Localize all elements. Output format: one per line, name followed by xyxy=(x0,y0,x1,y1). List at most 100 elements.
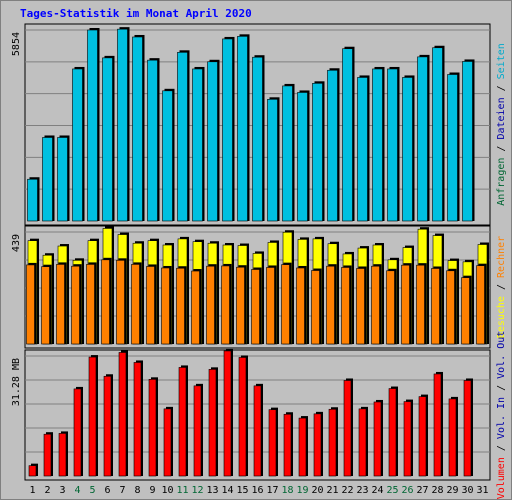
bar-requests-anfragen-8 xyxy=(132,36,143,222)
bar-visits-rechner-14 xyxy=(221,265,230,345)
bar-requests-anfragen-27 xyxy=(417,56,428,222)
bar-visits-rechner-8 xyxy=(131,264,140,345)
legend-separator: / xyxy=(496,79,507,97)
bar-volume-volumen-20 xyxy=(313,413,322,477)
bar-visits-rechner-23 xyxy=(356,268,365,345)
x-tick-label-2: 2 xyxy=(44,485,50,496)
bar-visits-rechner-1 xyxy=(26,264,35,345)
bar-visits-rechner-29 xyxy=(446,270,455,345)
x-tick-label-17: 17 xyxy=(266,485,278,496)
bar-requests-anfragen-24 xyxy=(372,68,383,222)
bar-requests-anfragen-12 xyxy=(192,68,203,222)
bar-visits-rechner-17 xyxy=(266,267,275,345)
legend-item-vol-in: Vol. In xyxy=(496,397,507,439)
legend-requests: Anfragen / Dateien / Seiten xyxy=(496,43,507,206)
x-tick-label-4: 4 xyxy=(74,485,80,496)
x-tick-label-11: 11 xyxy=(176,485,188,496)
bar-volume-volumen-27 xyxy=(418,396,427,477)
bar-requests-anfragen-3 xyxy=(57,137,68,222)
x-tick-label-22: 22 xyxy=(341,485,353,496)
x-tick-label-28: 28 xyxy=(431,485,443,496)
bar-visits-rechner-6 xyxy=(101,259,110,345)
x-tick-label-9: 9 xyxy=(149,485,155,496)
bar-requests-anfragen-6 xyxy=(102,57,113,222)
ymax-label-volume: 31.28 MB xyxy=(11,358,22,406)
bar-visits-rechner-27 xyxy=(416,264,425,345)
x-tick-label-15: 15 xyxy=(236,485,248,496)
bar-volume-volumen-28 xyxy=(433,373,442,477)
legend-volume: Volumen / Vol. In / Vol. Out xyxy=(496,331,507,500)
bar-volume-volumen-12 xyxy=(193,385,202,477)
legend-separator: / xyxy=(496,439,507,457)
legend-item-anfragen: Anfragen xyxy=(496,158,507,206)
x-tick-label-10: 10 xyxy=(161,485,173,496)
legend-item-dateien: Dateien xyxy=(496,97,507,139)
bar-volume-volumen-9 xyxy=(148,379,157,477)
bar-visits-rechner-22 xyxy=(341,267,350,345)
x-tick-label-5: 5 xyxy=(89,485,95,496)
bar-requests-anfragen-17 xyxy=(267,99,278,222)
bar-volume-volumen-8 xyxy=(133,362,142,477)
x-tick-label-20: 20 xyxy=(311,485,323,496)
bar-requests-anfragen-28 xyxy=(432,47,443,222)
bar-requests-anfragen-9 xyxy=(147,59,158,222)
bar-volume-volumen-29 xyxy=(448,398,457,477)
bar-requests-anfragen-30 xyxy=(462,61,473,222)
bar-requests-anfragen-26 xyxy=(402,77,413,222)
bar-volume-volumen-5 xyxy=(88,356,97,477)
x-tick-label-27: 27 xyxy=(416,485,428,496)
bar-visits-rechner-12 xyxy=(191,270,200,345)
ymax-label-requests: 5854 xyxy=(11,32,22,56)
bar-visits-rechner-19 xyxy=(296,267,305,345)
bar-requests-anfragen-10 xyxy=(162,90,173,222)
bar-requests-anfragen-7 xyxy=(117,28,128,222)
bar-volume-volumen-16 xyxy=(253,385,262,477)
bar-requests-anfragen-16 xyxy=(252,56,263,222)
bar-volume-volumen-22 xyxy=(343,380,352,477)
bar-requests-anfragen-2 xyxy=(42,137,53,222)
x-tick-label-16: 16 xyxy=(251,485,263,496)
bar-visits-rechner-26 xyxy=(401,264,410,345)
bar-volume-volumen-6 xyxy=(103,375,112,477)
bar-visits-rechner-11 xyxy=(176,267,185,345)
bar-volume-volumen-10 xyxy=(163,408,172,477)
x-tick-label-8: 8 xyxy=(134,485,140,496)
bar-volume-volumen-23 xyxy=(358,408,367,477)
bar-volume-volumen-2 xyxy=(43,433,52,477)
bar-volume-volumen-15 xyxy=(238,357,247,477)
bar-visits-rechner-7 xyxy=(116,260,125,345)
bar-volume-volumen-19 xyxy=(298,417,307,477)
bar-requests-anfragen-23 xyxy=(357,77,368,222)
legend-separator: / xyxy=(496,278,507,296)
x-tick-label-18: 18 xyxy=(281,485,293,496)
x-tick-label-29: 29 xyxy=(446,485,458,496)
bar-volume-volumen-17 xyxy=(268,409,277,477)
bar-requests-anfragen-22 xyxy=(342,48,353,222)
x-tick-label-3: 3 xyxy=(59,485,65,496)
legend-separator: / xyxy=(496,140,507,158)
bar-visits-rechner-10 xyxy=(161,267,170,345)
x-tick-label-25: 25 xyxy=(386,485,398,496)
bar-visits-rechner-5 xyxy=(86,264,95,345)
bar-requests-anfragen-25 xyxy=(387,68,398,222)
bar-visits-rechner-18 xyxy=(281,264,290,345)
bar-requests-anfragen-4 xyxy=(72,68,83,222)
x-tick-label-30: 30 xyxy=(461,485,473,496)
x-tick-label-7: 7 xyxy=(119,485,125,496)
x-tick-label-19: 19 xyxy=(296,485,308,496)
bar-visits-rechner-2 xyxy=(41,266,50,345)
bar-visits-rechner-3 xyxy=(56,264,65,345)
x-tick-label-1: 1 xyxy=(29,485,35,496)
bar-visits-rechner-20 xyxy=(311,270,320,345)
bar-requests-anfragen-15 xyxy=(237,36,248,222)
x-tick-label-24: 24 xyxy=(371,485,383,496)
ymax-label-visits: 439 xyxy=(11,234,22,252)
bar-volume-volumen-18 xyxy=(283,413,292,477)
bar-visits-rechner-28 xyxy=(431,268,440,345)
x-tick-label-12: 12 xyxy=(191,485,203,496)
bar-requests-anfragen-5 xyxy=(87,29,98,222)
x-tick-label-14: 14 xyxy=(221,485,233,496)
bar-visits-rechner-25 xyxy=(386,270,395,345)
